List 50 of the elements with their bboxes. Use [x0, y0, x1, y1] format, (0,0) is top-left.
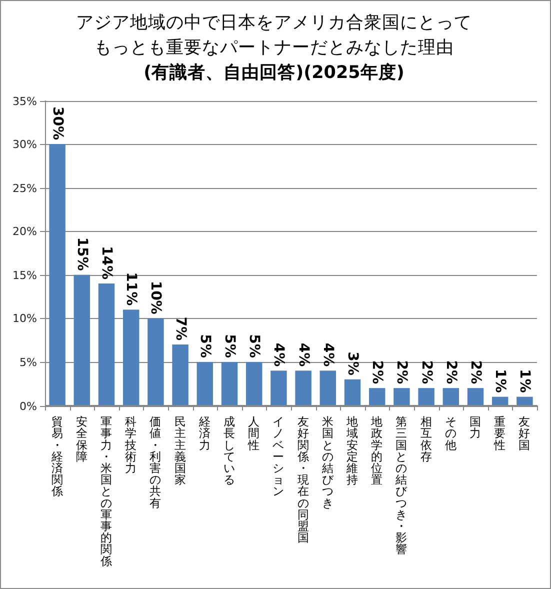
data-label: 11% — [123, 272, 140, 306]
data-label: 2% — [418, 360, 434, 384]
data-label: 2% — [369, 360, 386, 384]
x-tick-label: 友好関係・現在の同盟国 — [297, 414, 310, 545]
x-tick-label: 地域安定維持 — [346, 414, 358, 487]
y-tick-label: 0% — [20, 400, 37, 413]
data-label: 3% — [344, 352, 360, 376]
x-tick-label: 人間性 — [248, 414, 260, 452]
y-tick-label: 10% — [12, 312, 37, 325]
y-tick-label: 20% — [12, 225, 37, 238]
title: アジア地域の中で日本をアメリカ合衆国にとってもっとも重要なパートナーだとみなした理由 — [75, 12, 473, 60]
data-label: 10% — [148, 280, 164, 314]
data-label: 14% — [98, 246, 114, 280]
data-label: 1% — [516, 369, 533, 393]
data-label: 2% — [468, 360, 484, 384]
x-tick-label: 安全保障 — [76, 414, 88, 464]
x-tick-label: 地政学的位置 — [371, 414, 384, 487]
x-tick-label: イノベーション — [272, 414, 285, 498]
x-tick-label: 第三国との結びつき・影響 — [396, 414, 408, 556]
data-label: 2% — [394, 360, 410, 384]
data-label: 15% — [74, 237, 90, 271]
x-tick-label: 価値・利害の共有 — [150, 414, 162, 510]
y-tick-label: 25% — [12, 182, 37, 195]
data-label: 5% — [222, 334, 238, 358]
x-tick-label: 軍事力・米国との軍事的関係 — [100, 414, 112, 568]
x-tick-label: 科学技術力 — [125, 414, 138, 476]
data-label: 7% — [172, 316, 188, 340]
data-label: 2% — [442, 360, 459, 384]
y-tick-label: 30% — [12, 138, 37, 151]
y-tick-label: 5% — [20, 356, 37, 369]
x-tick-label: 民主主義国家 — [174, 414, 186, 487]
x-tick-label: その他 — [444, 414, 457, 452]
data-label: 4% — [295, 342, 312, 367]
data-label: 4% — [320, 342, 336, 367]
x-tick-label: 経済力 — [198, 414, 211, 452]
subtitle: (有識者、自由回答)(2025年度) — [142, 62, 406, 85]
x-tick-label: 米国との結びつき — [322, 414, 334, 510]
x-tick-label: 国力 — [470, 414, 482, 440]
data-label: 5% — [246, 334, 262, 358]
x-tick-label: 相互依存 — [420, 414, 432, 464]
data-label: 4% — [270, 342, 287, 367]
data-label: 5% — [196, 334, 213, 358]
x-tick-label: 成長している — [224, 414, 236, 487]
data-label: 1% — [492, 369, 508, 393]
data-label: 30% — [49, 106, 66, 140]
y-tick-label: 35% — [12, 95, 37, 108]
x-tick-label: 重要性 — [494, 414, 506, 452]
y-tick-label: 15% — [12, 269, 37, 282]
x-tick-label: 貿易・経済関係 — [51, 414, 64, 498]
x-tick-label: 友好国 — [518, 414, 531, 452]
